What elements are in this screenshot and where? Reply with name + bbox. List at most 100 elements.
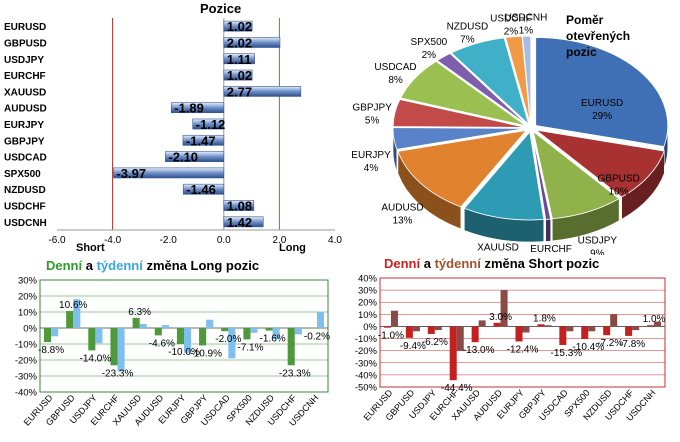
y-tick-label: -10% (355, 334, 378, 345)
bar-s1-eurjpy (176, 328, 184, 344)
pie-pct-usdcnh: 1% (519, 26, 534, 37)
value-label-audusd: -1.89 (174, 101, 204, 116)
data-label: -44.4% (441, 383, 473, 394)
category-label-audusd: AUDUSD (4, 104, 47, 115)
y-tick-label: -40% (355, 370, 378, 381)
pie-pct-spx500: 2% (422, 50, 437, 61)
y-tick-label: 10% (18, 308, 38, 319)
x-tick-label: -6.0 (48, 235, 66, 246)
bar-s1-usdchf (625, 326, 633, 336)
bar-s1-audusd (154, 328, 162, 336)
bar-s1-gbpusd (405, 326, 413, 338)
pie-pct-audusd: 13% (392, 215, 412, 226)
category-label-gbpusd: GBPUSD (4, 38, 47, 49)
slice-audusd (397, 129, 528, 208)
data-label: -1.0% (378, 331, 404, 342)
bar-s2-gbpusd (412, 326, 420, 332)
long-change-chart: 30%20%10%0%-10%-20%-30%-40%EURUSDGBPUSDU… (15, 276, 330, 428)
pie-chart: EURUSD29%GBPUSD10%USDJPY9%EURCHF0%XAUUSD… (351, 13, 669, 255)
pie-pct-usdchf: 2% (504, 26, 519, 37)
pie-label-eurjpy: EURJPY (351, 150, 391, 161)
slice-gbpusd (535, 129, 665, 198)
bar-s2-usdchf (632, 326, 640, 331)
plot-frame (39, 279, 329, 393)
bar-s2-usdcnh (654, 321, 662, 327)
category-label-gbpjpy: GBPJPY (4, 136, 45, 147)
positions-title: Pozice (200, 1, 242, 16)
bar-s2-xauusd (139, 324, 147, 328)
y-tick-label: -20% (15, 356, 38, 367)
x-tick-label: -2.0 (160, 235, 178, 246)
pie-label-eurchf: EURCHF (530, 244, 572, 255)
long-change-title: Denní a týdenní změna Long pozic (46, 258, 259, 273)
bar-usdjpy (223, 53, 255, 65)
pie-label-gbpjpy: GBPJPY (352, 102, 392, 113)
bar-usdcad (165, 151, 225, 162)
pie-label-eurusd: EURUSD (581, 98, 623, 109)
slice-nzdusd (450, 37, 530, 126)
value-label-usdcnh: 1.42 (227, 215, 252, 230)
data-label: -10.4% (572, 342, 604, 353)
short-title-part-2: a (420, 256, 435, 271)
bar-spx500 (113, 167, 225, 179)
pie-pct-usdjpy: 9% (590, 248, 605, 255)
y-tick-label: -10% (15, 340, 38, 351)
bar-gbpjpy (182, 134, 225, 146)
short-label: Short (76, 242, 105, 254)
bar-s2-usdjpy (95, 328, 103, 344)
short-change-chart: 40%30%20%10%0%-10%-20%-30%-40%-50%EURUSD… (355, 274, 666, 423)
bar-s1-usdcad (221, 328, 229, 332)
bar-s2-usdcad (566, 326, 574, 332)
x-tick-label: 4.0 (328, 235, 342, 246)
category-label-usdjpy: USDJPY (4, 55, 44, 66)
long-label: Long (279, 242, 306, 254)
bar-xauusd (223, 86, 302, 97)
data-label: -8.8% (38, 345, 64, 356)
bar-s2-eurusd (390, 310, 398, 327)
bar-s1-usdchf (287, 328, 295, 366)
pie-pct-gbpusd: 10% (609, 187, 629, 198)
positions-chart: EURUSD 1.02 GBPUSD 2.02 USDJPY 1.11 EURCHF 1.02… (4, 18, 342, 254)
y-tick-label: 0% (23, 324, 37, 335)
data-label: 1.8% (533, 313, 556, 324)
bar-s2-gbpjpy (544, 325, 552, 327)
bar-usdcnh (223, 216, 264, 228)
bar-s2-eurjpy (522, 326, 530, 333)
data-label: -23.3% (102, 368, 134, 379)
category-label-usdcnh: USDCNH (4, 218, 47, 229)
data-label: -6.2% (422, 337, 448, 348)
long-title-part-2: a (82, 258, 97, 273)
data-label: -0.2% (304, 331, 330, 342)
bar-s2-gbpusd (73, 299, 81, 328)
bar-s2-audusd (161, 325, 169, 328)
bar-s2-usdjpy (434, 326, 442, 331)
bar-s1-spx500 (243, 328, 251, 340)
data-label: -14.0% (80, 353, 112, 364)
category-label-usdcad: USDCAD (4, 153, 47, 164)
value-label-eurjpy: -1.12 (196, 117, 226, 132)
bar-s1-eurchf (110, 328, 118, 366)
bar-s1-usdcad (559, 326, 567, 345)
data-label: -7.8% (619, 339, 645, 350)
data-label: -1.6% (260, 334, 286, 345)
bar-eurusd (223, 20, 253, 32)
bar-s1-gbpusd (66, 311, 74, 328)
bar-s2-nzdusd (610, 314, 618, 327)
y-tick-label: -20% (355, 346, 378, 357)
category-label-xauusd: XAUUSD (4, 87, 46, 98)
pie-pct-usdcad: 8% (388, 75, 403, 86)
pie-label-spx500: SPX500 (411, 37, 448, 48)
data-label: -12.4% (507, 344, 539, 355)
slice-usdcnh (522, 35, 532, 125)
bar-s1-nzdusd (265, 328, 273, 331)
category-label-nzdusd: NZDUSD (4, 185, 46, 196)
bar-s2-usdcnh (316, 311, 325, 328)
data-label: 10.6% (59, 300, 87, 311)
data-label: -9.4% (400, 341, 426, 352)
bar-audusd (170, 102, 225, 114)
bar-s1-spx500 (581, 326, 589, 340)
category-label-eurjpy: EURJPY (4, 120, 44, 131)
bar-s1-audusd (493, 322, 501, 327)
bar-s2-usdchf (294, 328, 302, 335)
pie-label-usdcnh: USDCNH (505, 13, 548, 24)
